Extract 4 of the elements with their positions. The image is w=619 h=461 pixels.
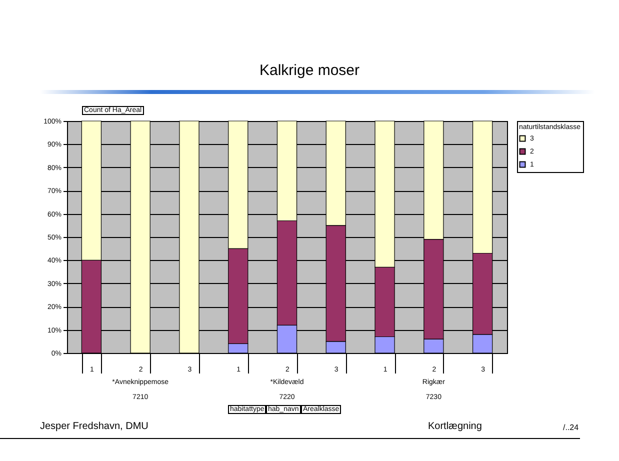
text: Kortlægning — [428, 421, 482, 432]
text: Jesper Fredshavn, DMU — [40, 421, 148, 432]
text: /..24 — [563, 423, 579, 432]
chart-title: Kalkrige moser — [258, 62, 361, 79]
